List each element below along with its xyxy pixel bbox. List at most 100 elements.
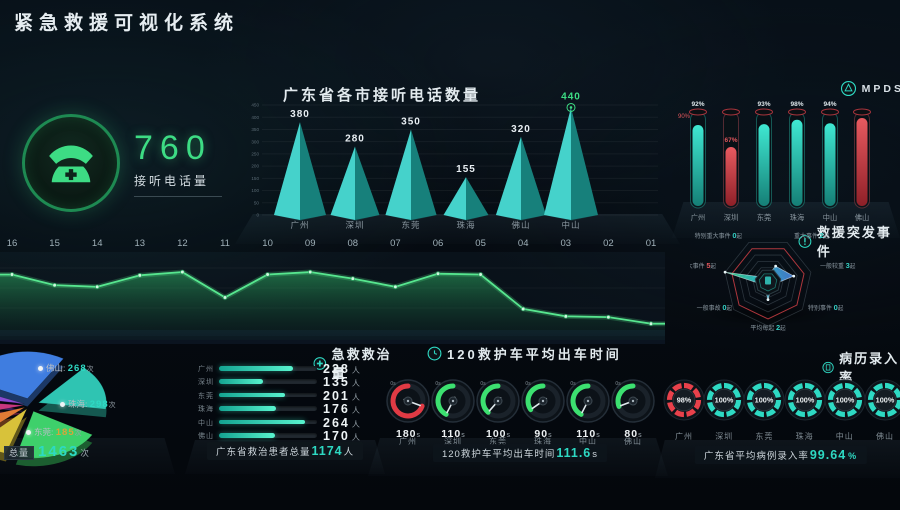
divider: [134, 196, 222, 197]
svg-text:100%: 100%: [876, 396, 895, 405]
radar-axis-label: 一般事故 0起: [697, 303, 733, 312]
donut-city-label: 广州: [675, 432, 693, 441]
radar-axis-label: 较大事件 5起: [690, 261, 716, 270]
treated-title: 急救救治量: [331, 347, 392, 381]
city-calls-title: 广东省各市接听电话数量: [283, 87, 482, 104]
tube-佛山: 佛山: [853, 108, 871, 222]
treated-bar-fill: [219, 406, 277, 411]
treated-bar-fill: [219, 379, 264, 384]
svg-text:200: 200: [251, 164, 259, 169]
hourly-trend-chart: 16 15 14 13 12 11 10 09 08 07 06 05 04 03 02 01: [0, 236, 680, 346]
treated-value: 201 人: [323, 388, 360, 403]
svg-text:珠海: 珠海: [790, 213, 804, 222]
treated-bars-chart: 急救救治量 广州 228 人深圳 135 人东莞 201 人珠海 176 人中山 264 人佛山 17…: [195, 340, 400, 465]
radar-axis-label: 平均每起 2起: [750, 323, 786, 332]
treated-bar-fill: [219, 433, 275, 438]
donut-city-label: 深圳: [715, 432, 734, 441]
svg-text:10: 10: [262, 238, 273, 249]
svg-text:67%: 67%: [724, 137, 737, 144]
svg-text:280: 280: [345, 134, 365, 145]
gauge-东莞: 0s: [476, 379, 520, 423]
treated-city-label: 东莞: [198, 392, 214, 400]
treated-city-label: 深圳: [198, 379, 214, 387]
pie-label-dot: [38, 366, 43, 371]
svg-text:东莞: 东莞: [757, 213, 771, 222]
gauge-city-label: 东莞: [489, 437, 507, 446]
svg-text:93%: 93%: [757, 101, 770, 108]
svg-text:15: 15: [49, 238, 60, 249]
svg-text:92%: 92%: [691, 101, 704, 108]
svg-text:155: 155: [456, 164, 476, 175]
svg-text:广州: 广州: [290, 220, 309, 230]
treated-footer-value: 1174: [311, 444, 343, 458]
treated-row-佛山: 佛山 170 人: [195, 429, 400, 443]
tube-canvas: 90%92% 广州 67% 深圳 93% 东莞 98% 珠海 94% 中山 佛山: [678, 101, 871, 222]
trend-canvas: 16 15 14 13 12 11 10 09 08 07 06 05 04 03 02 01: [0, 238, 665, 340]
dispatch-footer-label: 120救护车平均出车时间: [441, 449, 556, 460]
phone-icon: [22, 114, 120, 212]
donut-city-label: 珠海: [795, 432, 814, 441]
svg-text:100%: 100%: [755, 396, 774, 405]
mpds-rate-chart: MPDS 90% 92% 广州 67% 深圳 93% 东莞 98% 珠海 94% 中山 佛山: [675, 78, 900, 226]
treated-row-东莞: 东莞 201 人: [195, 388, 400, 403]
donut-city-label: 东莞: [755, 432, 774, 441]
pyramid-canvas: 450 400 350 300 250 200 150 100 50 0 380 广州 280 深圳 350…: [251, 91, 658, 230]
svg-text:深圳: 深圳: [724, 213, 738, 222]
treated-value: 228 人: [323, 362, 360, 376]
svg-text:06: 06: [433, 238, 444, 249]
pyramid-佛山: 320 佛山: [495, 124, 547, 230]
svg-text:150: 150: [251, 176, 259, 181]
donut-珠海: 100%: [784, 379, 826, 421]
dispatch-footer-unit: s: [592, 449, 599, 460]
treated-bar-track: [219, 366, 317, 371]
svg-text:320: 320: [511, 124, 531, 135]
treated-row-深圳: 深圳 135 人: [195, 375, 400, 390]
city-calls-chart: 广东省各市接听电话数量 450 400 350 300 250 200 150 100 50 0 3…: [248, 84, 668, 236]
tube-东莞: 93% 东莞: [755, 101, 773, 222]
svg-text:佛山: 佛山: [855, 213, 869, 222]
treated-title-row: 急救救治量: [313, 344, 400, 382]
svg-text:01: 01: [646, 238, 657, 249]
treated-bar-fill: [219, 366, 294, 371]
treated-bar-track: [219, 379, 317, 384]
treated-footer-unit: 人: [343, 447, 355, 458]
clock-icon: [427, 346, 442, 361]
svg-text:50: 50: [254, 200, 260, 205]
gauge-value: 90s: [534, 428, 552, 440]
incidents-title-row: 救援突发事件: [798, 222, 900, 260]
phone-glyph: [49, 145, 93, 183]
pie-label-珠海: 珠海: 298次: [60, 398, 116, 410]
tube-深圳: 67% 深圳: [722, 108, 740, 222]
svg-text:380: 380: [290, 109, 310, 120]
svg-text:12: 12: [177, 238, 188, 249]
treated-row-广州: 广州 228 人: [195, 362, 400, 376]
gauge-中山: 0s: [566, 379, 610, 423]
radar-axis-label: 特别重大事件 0起: [695, 231, 743, 240]
svg-text:450: 450: [251, 103, 259, 108]
gauge-value: 100s: [485, 428, 511, 440]
treated-bar-fill: [219, 392, 285, 398]
mpds-label: MPDS: [861, 82, 900, 95]
svg-text:13: 13: [135, 238, 146, 249]
record-footer-value: 99.64: [809, 448, 847, 462]
svg-text:0s: 0s: [525, 381, 531, 387]
donut-广州: 98%: [663, 379, 705, 421]
svg-text:11: 11: [220, 238, 230, 249]
page-title: 紧急救援可视化系统: [14, 13, 240, 34]
treated-footer-label: 广东省救治患者总量: [216, 447, 311, 458]
record-footer-label: 广东省平均病例录入率: [703, 451, 809, 462]
svg-text:05: 05: [475, 238, 486, 249]
treated-value: 264 人: [323, 415, 360, 430]
pie-label-dot: [26, 430, 31, 435]
gauge-city-label: 深圳: [444, 437, 462, 446]
gauge-value: 110s: [441, 428, 465, 440]
incidents-title: 救援突发事件: [816, 225, 892, 259]
app-header: 紧急救援可视化系统: [14, 8, 239, 35]
svg-text:100%: 100%: [795, 396, 814, 405]
svg-text:0s: 0s: [615, 381, 621, 387]
mpds-legend: MPDS: [840, 80, 900, 97]
gauge-city-label: 中山: [579, 437, 597, 446]
treated-bar-track: [219, 419, 317, 425]
gauge-佛山: 0s: [611, 379, 655, 423]
treated-value: 135 人: [323, 375, 360, 390]
